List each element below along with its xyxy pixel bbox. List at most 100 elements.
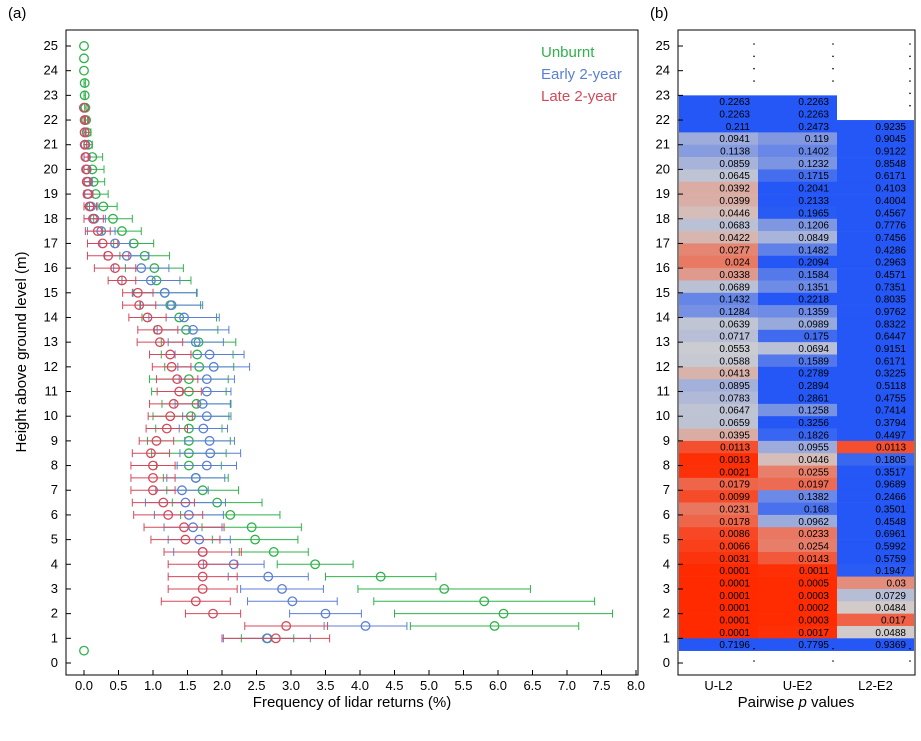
data-point: [148, 472, 158, 483]
cell-value: 0.1947: [875, 566, 906, 577]
heatmap-cell: [758, 551, 837, 565]
heatmap-x-ticks: U-L2 U-E2 L2-E2: [704, 678, 892, 693]
heatmap-cell: [837, 292, 914, 306]
x-tick-label: 1.5: [178, 678, 196, 693]
cell-value: 0.9235: [875, 122, 906, 133]
data-point: [108, 213, 118, 224]
heatmap-cell: [837, 588, 914, 602]
heatmap-cell: [679, 613, 758, 627]
heatmap-cell: [679, 181, 758, 195]
heatmap-cell: [758, 453, 837, 466]
data-point: [151, 435, 162, 446]
y-tick-label: 2: [51, 606, 58, 621]
heatmap-cell: [679, 564, 758, 577]
heatmap-cell: [679, 218, 758, 232]
x-tick-label: 7.0: [558, 678, 576, 693]
cell-value: 0.2263: [798, 97, 829, 108]
x-tick-label: 0.0: [75, 678, 93, 693]
heatmap-cell: [679, 255, 758, 269]
data-point: [79, 53, 89, 64]
cell-value: 0.0422: [719, 233, 750, 244]
data-point: [84, 201, 95, 212]
heatmap-cell: [679, 403, 758, 417]
dot: [832, 67, 834, 70]
cell-value: 0.0003: [798, 615, 829, 626]
heatmap-cell: [837, 551, 914, 565]
data-point: [246, 522, 257, 533]
cell-value: 0.7414: [875, 406, 906, 417]
cell-value: 0.0113: [876, 443, 906, 454]
cell-value: 0.7351: [875, 282, 906, 293]
heatmap-cell: [679, 502, 758, 516]
heatmap-cell: [758, 120, 837, 133]
data-point: [225, 509, 236, 520]
data-point: [310, 559, 321, 570]
cell-value: 0.0413: [719, 369, 750, 380]
heatmap-cell: [758, 391, 837, 405]
y-tick-label: 16: [656, 260, 670, 275]
heatmap-cell: [758, 564, 837, 577]
heatmap-cell: [837, 366, 914, 380]
cell-value: 0.0013: [719, 455, 750, 466]
data-point: [287, 596, 298, 607]
x-tick-label: 3.0: [282, 678, 300, 693]
heatmap-cell: [758, 342, 837, 355]
data-point: [79, 139, 90, 150]
heatmap-cell: [837, 317, 914, 331]
heatmap-cell: [758, 527, 837, 540]
y-tick-label: 9: [51, 433, 58, 448]
y-tick-label: 0: [51, 655, 58, 670]
data-point: [439, 584, 450, 594]
cell-value: 0.8035: [875, 295, 906, 306]
data-point: [79, 115, 90, 125]
heatmap-cell: [837, 453, 914, 466]
cell-value: 0.8548: [875, 159, 906, 170]
cell-value: 0.0338: [719, 270, 750, 281]
heatmap-cell: [679, 132, 758, 146]
y-tick-label: 8: [663, 458, 670, 473]
heatmap-cell: [679, 144, 758, 158]
data-point: [197, 559, 208, 570]
y-tick-label: 17: [656, 235, 670, 250]
data-point: [166, 361, 177, 372]
heatmap-cell: [758, 588, 837, 602]
dot: [832, 647, 834, 650]
dot: [909, 92, 911, 95]
cell-value: 0.9151: [875, 344, 906, 355]
x-axis-label: Frequency of lidar returns (%): [253, 694, 451, 711]
cell-value: 0.2473: [798, 122, 829, 133]
cell-value: 0.6961: [875, 529, 906, 540]
heatmap-cell: [758, 132, 837, 146]
cell-value: 0.2263: [798, 110, 829, 121]
cell-value: 0.1805: [875, 455, 906, 466]
cell-value: 0.8322: [875, 319, 906, 330]
heatmap-cell: [679, 576, 758, 590]
dot: [753, 55, 755, 58]
y-tick-label: 11: [45, 384, 59, 399]
heatmap-cell: [758, 539, 837, 553]
heatmap-cell: [837, 329, 914, 343]
heatmap-cell: [758, 490, 837, 503]
cell-value: 0.2789: [798, 369, 829, 380]
cell-value: 0.119: [805, 134, 830, 145]
column-label: U-E2: [783, 678, 813, 693]
dot: [909, 660, 911, 662]
cell-value: 0.1351: [798, 282, 829, 293]
plot-area: [79, 41, 614, 656]
cell-value: 0.175: [804, 332, 829, 343]
heatmap-cell: [679, 428, 758, 442]
heatmap-cell: [837, 502, 914, 516]
cell-value: 0.0488: [875, 628, 906, 639]
y-tick-label: 6: [51, 507, 58, 522]
data-point: [180, 534, 191, 545]
cell-value: 0.0003: [798, 591, 829, 602]
y-tick-label: 22: [656, 112, 670, 127]
heatmap-cell: [837, 564, 914, 577]
y-tick-label: 13: [44, 334, 58, 349]
cell-value: 0.2263: [719, 97, 750, 108]
cell-value: 0.0683: [719, 221, 750, 232]
dot: [909, 80, 911, 82]
y-tick-label: 14: [44, 309, 58, 324]
x-tick-label: 4.0: [351, 678, 369, 693]
